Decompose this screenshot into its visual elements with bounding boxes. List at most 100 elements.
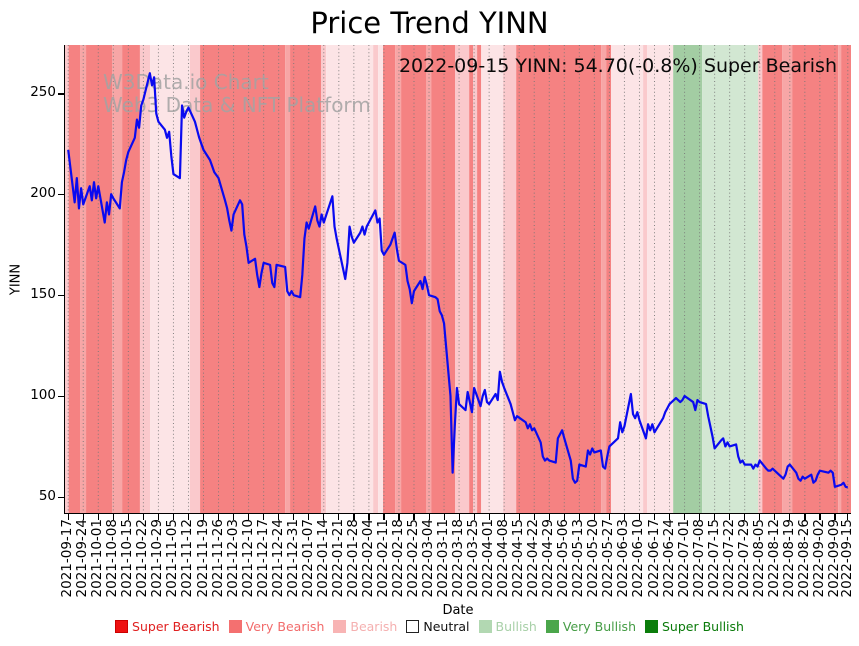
x-tick-mark [804, 514, 806, 520]
y-tick-label: 250 [30, 84, 56, 101]
sentiment-band-bearish-faint [611, 45, 644, 513]
x-tick-label: 2022-04-08 [495, 519, 512, 598]
sentiment-legend: Super Bearish Very Bearish Bearish Neutral B… [0, 619, 859, 634]
x-tick-label: 2022-05-13 [570, 519, 587, 598]
sentiment-band-bearish-mid [112, 45, 123, 513]
plot-background-bands [65, 45, 851, 513]
y-tick-label: 150 [30, 286, 56, 303]
x-tick-mark [473, 514, 475, 520]
x-tick-label: 2022-05-20 [585, 519, 602, 598]
legend-item-super-bullish: Super Bullish [645, 619, 744, 634]
watermark-line1: W3Data.io Chart [103, 70, 269, 94]
x-tick-label: 2022-08-26 [795, 519, 812, 598]
sentiment-band-bearish-mid [838, 45, 842, 513]
x-tick-label: 2022-08-05 [750, 519, 767, 598]
x-tick-label: 2021-12-24 [269, 519, 286, 598]
x-tick-label: 2021-10-08 [104, 519, 121, 598]
x-tick-mark [203, 514, 205, 520]
sentiment-band-very-bullish [673, 45, 703, 513]
sentiment-band-very-bearish [477, 45, 482, 513]
sentiment-band-bearish [643, 45, 648, 513]
sentiment-band-bearish-mid [601, 45, 607, 513]
x-tick-mark [563, 514, 565, 520]
x-tick-label: 2022-07-08 [690, 519, 707, 598]
sentiment-band-bearish [189, 45, 201, 513]
legend-item-neutral: Neutral [406, 619, 470, 634]
x-tick-mark [533, 514, 535, 520]
sentiment-band-very-bearish [762, 45, 783, 513]
x-tick-label: 2021-12-03 [224, 519, 241, 598]
legend-swatch-icon [478, 620, 492, 633]
x-tick-mark [488, 514, 490, 520]
x-tick-mark [248, 514, 250, 520]
x-axis-spine [64, 513, 851, 515]
sentiment-band-bearish [473, 45, 478, 513]
x-tick-label: 2021-12-17 [254, 519, 271, 598]
sentiment-band-bearish-faint [378, 45, 384, 513]
x-tick-mark [413, 514, 415, 520]
sentiment-band-very-bearish [606, 45, 612, 513]
x-tick-label: 2022-01-21 [329, 519, 346, 598]
legend-label: Very Bullish [562, 619, 636, 634]
x-tick-label: 2022-02-25 [404, 519, 421, 598]
x-tick-mark [744, 514, 746, 520]
legend-item-bearish: Bearish [333, 619, 397, 634]
legend-swatch-icon [406, 620, 420, 633]
legend-item-super-bearish: Super Bearish [115, 619, 220, 634]
x-tick-mark [293, 514, 295, 520]
x-tick-label: 2021-12-10 [239, 519, 256, 598]
sentiment-band-bearish-faint [326, 45, 374, 513]
legend-item-very-bullish: Very Bullish [545, 619, 636, 634]
x-tick-label: 2021-10-15 [119, 519, 136, 598]
x-tick-label: 2022-05-27 [600, 519, 617, 598]
x-tick-label: 2022-04-22 [525, 519, 542, 598]
x-tick-mark [684, 514, 686, 520]
sentiment-band-very-bearish [86, 45, 113, 513]
x-tick-mark [187, 514, 190, 520]
legend-label: Super Bullish [662, 619, 744, 634]
sentiment-band-bearish-mid [395, 45, 402, 513]
x-tick-label: 2022-08-19 [780, 519, 797, 598]
sentiment-band-very-bearish [290, 45, 321, 513]
x-tick-label: 2022-07-22 [720, 519, 737, 598]
x-tick-label: 2022-02-04 [359, 519, 376, 598]
x-tick-label: 2021-12-31 [284, 519, 301, 598]
x-tick-label: 2021-10-29 [149, 519, 166, 598]
x-tick-mark [157, 514, 160, 520]
sentiment-band-very-bearish [68, 45, 81, 513]
x-tick-mark [593, 514, 596, 520]
x-tick-label: 2022-09-15 [838, 519, 855, 598]
sentiment-band-bearish [373, 45, 379, 513]
x-tick-mark [368, 514, 370, 520]
x-tick-mark [383, 514, 385, 520]
x-tick-mark [67, 514, 69, 520]
x-tick-mark [233, 514, 235, 520]
x-tick-label: 2022-05-06 [555, 519, 572, 598]
sentiment-band-very-bearish [469, 45, 474, 513]
x-tick-label: 2022-02-18 [389, 519, 406, 598]
legend-label: Very Bearish [245, 619, 325, 634]
legend-swatch-icon [645, 620, 658, 633]
legend-swatch-icon [333, 620, 347, 633]
sentiment-band-bearish [65, 45, 69, 513]
x-tick-mark [774, 514, 776, 520]
legend-label: Bullish [495, 619, 537, 634]
x-tick-label: 2022-04-01 [480, 519, 497, 598]
x-tick-label: 2022-01-07 [299, 519, 316, 598]
x-tick-mark [218, 514, 220, 520]
x-tick-label: 2021-11-19 [194, 519, 211, 598]
legend-item-bullish: Bullish [478, 619, 537, 634]
x-tick-mark [729, 514, 731, 520]
x-tick-mark [308, 514, 310, 520]
x-tick-mark [834, 514, 836, 520]
x-tick-label: 2022-07-15 [705, 519, 722, 598]
sentiment-band-bearish [758, 45, 763, 513]
x-tick-mark [112, 514, 114, 520]
x-tick-mark [699, 514, 701, 520]
sentiment-band-very-bearish [792, 45, 839, 513]
x-axis-label: Date [442, 603, 474, 618]
x-tick-mark [323, 514, 325, 520]
x-tick-label: 2022-06-17 [645, 519, 662, 598]
x-tick-mark [503, 514, 505, 520]
